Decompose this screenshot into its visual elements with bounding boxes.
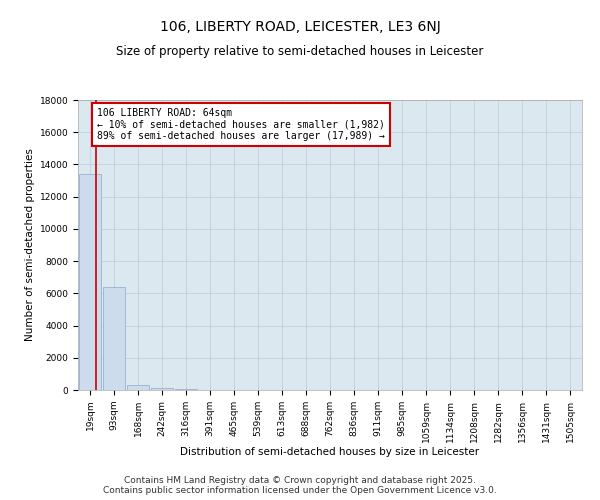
Text: 106, LIBERTY ROAD, LEICESTER, LE3 6NJ: 106, LIBERTY ROAD, LEICESTER, LE3 6NJ <box>160 20 440 34</box>
Bar <box>79 174 101 390</box>
Bar <box>127 384 149 390</box>
Bar <box>151 388 173 390</box>
Y-axis label: Number of semi-detached properties: Number of semi-detached properties <box>25 148 35 342</box>
Text: Size of property relative to semi-detached houses in Leicester: Size of property relative to semi-detach… <box>116 45 484 58</box>
X-axis label: Distribution of semi-detached houses by size in Leicester: Distribution of semi-detached houses by … <box>181 448 479 458</box>
Bar <box>103 287 125 390</box>
Text: 106 LIBERTY ROAD: 64sqm
← 10% of semi-detached houses are smaller (1,982)
89% of: 106 LIBERTY ROAD: 64sqm ← 10% of semi-de… <box>97 108 385 142</box>
Text: Contains HM Land Registry data © Crown copyright and database right 2025.
Contai: Contains HM Land Registry data © Crown c… <box>103 476 497 495</box>
